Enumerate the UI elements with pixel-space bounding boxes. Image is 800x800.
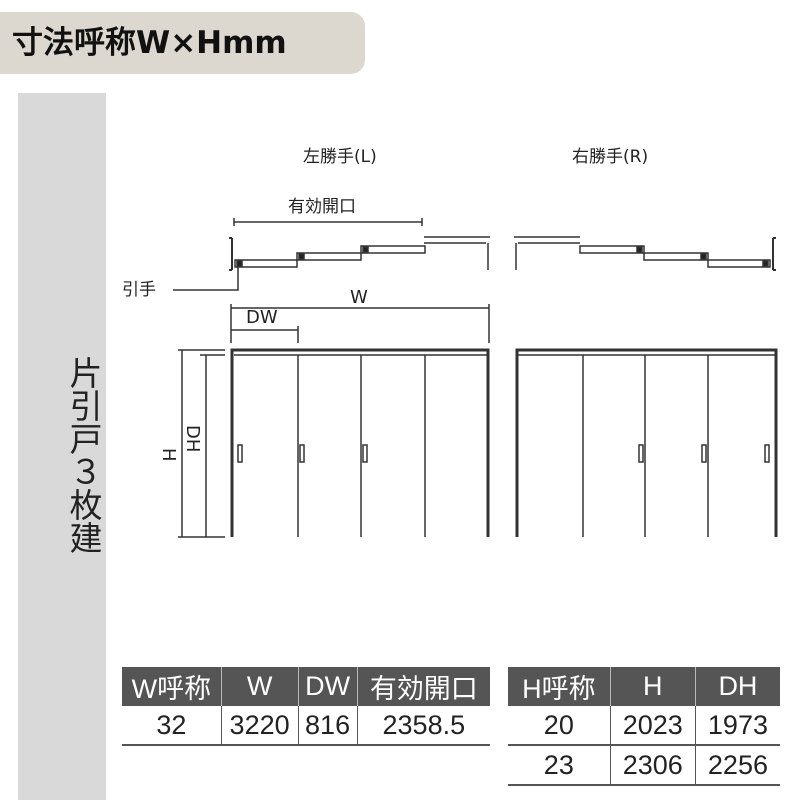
dw-dimension-line: [231, 326, 299, 343]
right-plan-view: [514, 236, 776, 271]
pull-handle-icon: [701, 444, 707, 463]
cell: 20: [508, 706, 611, 746]
header-h-nominal: H呼称: [508, 667, 611, 706]
cell: 816: [297, 706, 358, 746]
width-table: W呼称 W DW 有効開口 32 3220 816 2358.5: [122, 667, 490, 746]
product-type-label: 片引戸３枚建: [64, 356, 103, 554]
header-dw: DW: [297, 667, 358, 706]
left-hand-title: 左勝手(L): [303, 147, 377, 167]
header-w-nominal: W呼称: [122, 667, 222, 706]
side-band: [18, 93, 106, 800]
cell: 1973: [694, 706, 780, 746]
table-row: 23 2306 2256: [508, 745, 780, 786]
cell: 2256: [694, 745, 780, 786]
cell: 2023: [609, 706, 696, 746]
w-label: W: [350, 287, 368, 308]
right-hand-title: 右勝手(R): [572, 147, 648, 167]
h-dimension-line: [178, 349, 225, 538]
dh-label: DH: [182, 425, 203, 452]
dw-label: DW: [246, 307, 278, 328]
cell: 2306: [609, 745, 696, 786]
cell: 3220: [220, 706, 299, 746]
dimension-title: 寸法呼称W×Hmm: [0, 12, 365, 74]
header-h: H: [609, 667, 696, 706]
left-plan-view: [173, 218, 490, 291]
left-elevation: [230, 348, 490, 537]
effective-opening-label: 有効開口: [288, 197, 356, 217]
pull-handle-label: 引手: [122, 280, 156, 300]
header-dh: DH: [694, 667, 780, 706]
dh-dimension-line: [200, 354, 225, 537]
pull-handle-icon: [362, 444, 368, 463]
cell: 32: [122, 706, 222, 746]
header-effective-opening: 有効開口: [356, 667, 490, 706]
height-table: H呼称 H DH 20 2023 1973 23 2306 2256: [508, 667, 780, 786]
w-dimension-line: [230, 304, 490, 343]
table-row: 32 3220 816 2358.5: [122, 706, 490, 746]
pull-handle-icon: [237, 444, 243, 463]
pull-handle-icon: [299, 444, 305, 463]
h-label: H: [158, 448, 179, 462]
pull-handle-icon: [764, 444, 770, 463]
cell: 23: [508, 745, 611, 786]
right-elevation: [515, 348, 778, 537]
cell: 2358.5: [356, 706, 490, 746]
table-row: 20 2023 1973: [508, 706, 780, 746]
pull-handle-icon: [638, 444, 644, 463]
header-w: W: [220, 667, 299, 706]
